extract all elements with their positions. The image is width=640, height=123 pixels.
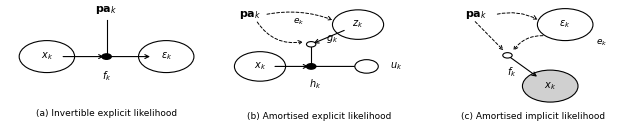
Text: $\mathbf{pa}_k$: $\mathbf{pa}_k$ [239,9,261,21]
Circle shape [355,60,378,73]
FancyArrowPatch shape [497,13,537,19]
Text: $\epsilon_k$: $\epsilon_k$ [559,19,571,31]
Text: $z_k$: $z_k$ [353,19,364,31]
Text: (a) Invertible explicit likelihood: (a) Invertible explicit likelihood [36,109,177,118]
Circle shape [234,52,285,81]
Circle shape [522,70,578,102]
Text: $g_k$: $g_k$ [326,33,339,45]
Circle shape [332,10,383,39]
Circle shape [538,9,593,41]
FancyArrowPatch shape [315,30,344,43]
FancyArrowPatch shape [63,55,102,59]
Text: $h_k$: $h_k$ [309,77,321,91]
Text: $\epsilon_k$: $\epsilon_k$ [161,51,172,62]
Text: $x_k$: $x_k$ [41,51,53,62]
FancyArrowPatch shape [314,64,360,68]
FancyArrowPatch shape [514,36,543,50]
Text: $\mathbf{pa}_k$: $\mathbf{pa}_k$ [465,9,487,21]
Text: $f_k$: $f_k$ [102,69,111,83]
FancyArrowPatch shape [275,64,307,68]
Text: $\mathbf{pa}_k$: $\mathbf{pa}_k$ [95,4,118,16]
FancyArrowPatch shape [476,22,502,50]
Circle shape [307,64,316,69]
FancyArrowPatch shape [257,22,302,44]
Text: $e_k$: $e_k$ [292,17,304,27]
Text: $x_k$: $x_k$ [544,80,556,92]
Circle shape [138,41,194,73]
Text: (b) Amortised explicit likelihood: (b) Amortised explicit likelihood [248,112,392,121]
Text: $e_k$: $e_k$ [596,38,607,48]
Text: $x_k$: $x_k$ [254,61,266,72]
Circle shape [102,54,111,59]
Circle shape [19,41,75,73]
FancyArrowPatch shape [267,12,332,20]
Circle shape [503,53,512,58]
FancyArrowPatch shape [509,57,536,76]
FancyArrowPatch shape [109,55,148,59]
Circle shape [307,42,316,47]
Text: (c) Amortised implicit likelihood: (c) Amortised implicit likelihood [461,112,605,121]
Text: $u_k$: $u_k$ [390,61,403,72]
Text: $f_k$: $f_k$ [507,66,516,79]
